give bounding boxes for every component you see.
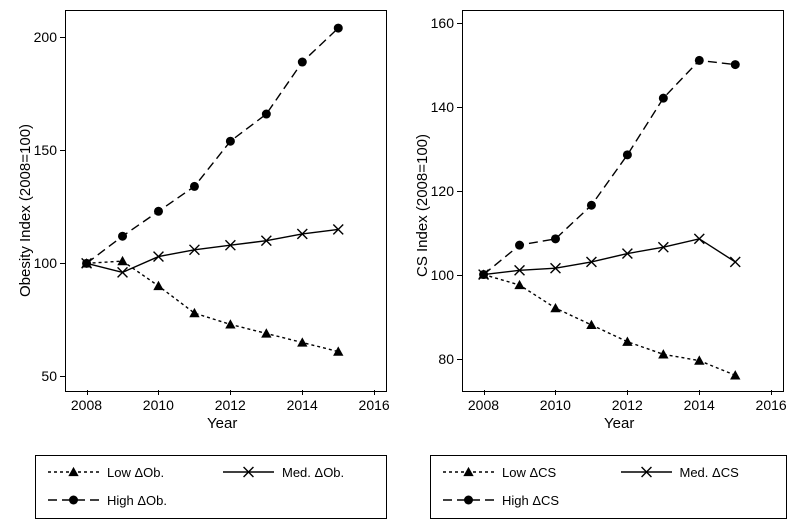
xtick-mark xyxy=(87,390,88,395)
ytick-label: 100 xyxy=(431,267,454,283)
legend-sample xyxy=(619,462,674,482)
legend-sample xyxy=(441,490,496,510)
right-ylabel: CS Index (2008=100) xyxy=(414,134,431,277)
xtick-mark xyxy=(230,390,231,395)
left-legend: Low ΔOb. Med. ΔOb. High ΔOb. xyxy=(35,455,387,519)
left-xlabel: Year xyxy=(207,415,237,432)
xtick-label: 2012 xyxy=(215,397,246,413)
legend-sample xyxy=(441,462,496,482)
legend-item: Low ΔOb. xyxy=(46,462,164,482)
legend-label: Low ΔCS xyxy=(502,465,556,480)
xtick-mark xyxy=(771,390,772,395)
legend-label: High ΔCS xyxy=(502,493,559,508)
left-ylabel: Obesity Index (2008=100) xyxy=(17,124,34,297)
figure: Obesity Index (2008=100) Year 50 100 150 200 2… xyxy=(0,0,800,530)
series-markers xyxy=(479,234,741,280)
legend-sample xyxy=(46,462,101,482)
xtick-mark xyxy=(699,390,700,395)
xtick-label: 2012 xyxy=(612,397,643,413)
legend-item: Med. ΔOb. xyxy=(221,462,344,482)
ytick-label: 50 xyxy=(41,368,57,384)
right-series-svg xyxy=(462,10,782,390)
xtick-mark xyxy=(302,390,303,395)
ytick-label: 150 xyxy=(34,142,57,158)
ytick-label: 120 xyxy=(431,183,454,199)
ytick-label: 80 xyxy=(438,351,454,367)
xtick-label: 2016 xyxy=(359,397,390,413)
series-markers xyxy=(479,56,740,279)
xtick-mark xyxy=(627,390,628,395)
xtick-label: 2010 xyxy=(540,397,571,413)
left-series-svg xyxy=(65,10,385,390)
xtick-label: 2014 xyxy=(684,397,715,413)
xtick-mark xyxy=(374,390,375,395)
xtick-mark xyxy=(158,390,159,395)
legend-item: High ΔCS xyxy=(441,490,559,510)
right-xlabel: Year xyxy=(604,415,634,432)
left-panel: Obesity Index (2008=100) Year 50 100 150 200 2… xyxy=(0,0,400,450)
xtick-label: 2014 xyxy=(287,397,318,413)
legend-item: High ΔOb. xyxy=(46,490,167,510)
legend-sample xyxy=(221,462,276,482)
xtick-label: 2016 xyxy=(756,397,787,413)
legend-item: Low ΔCS xyxy=(441,462,556,482)
xtick-label: 2008 xyxy=(71,397,102,413)
legend-label: High ΔOb. xyxy=(107,493,167,508)
legend-label: Med. ΔOb. xyxy=(282,465,344,480)
right-panel: CS Index (2008=100) Year 80 100 120 140 160 200… xyxy=(400,0,800,450)
legend-label: Med. ΔCS xyxy=(680,465,739,480)
legend-item: Med. ΔCS xyxy=(619,462,739,482)
xtick-mark xyxy=(484,390,485,395)
right-legend: Low ΔCS Med. ΔCS High ΔCS xyxy=(430,455,787,519)
ytick-label: 140 xyxy=(431,99,454,115)
ytick-label: 160 xyxy=(431,15,454,31)
xtick-mark xyxy=(555,390,556,395)
ytick-label: 100 xyxy=(34,255,57,271)
legend-sample xyxy=(46,490,101,510)
panels-row: Obesity Index (2008=100) Year 50 100 150 200 2… xyxy=(0,0,800,450)
series-markers xyxy=(478,269,740,379)
series-markers xyxy=(82,24,343,268)
xtick-label: 2008 xyxy=(468,397,499,413)
xtick-label: 2010 xyxy=(143,397,174,413)
legend-label: Low ΔOb. xyxy=(107,465,164,480)
ytick-label: 200 xyxy=(34,29,57,45)
